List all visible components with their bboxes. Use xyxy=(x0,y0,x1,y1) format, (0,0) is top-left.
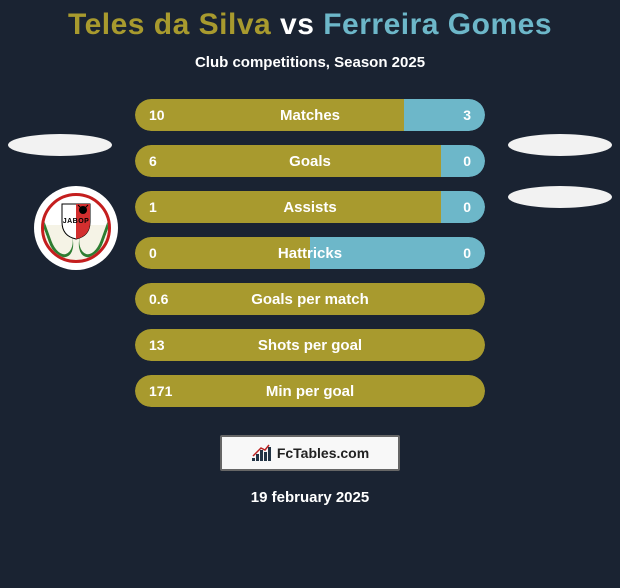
stat-row: 1 0 Assists xyxy=(135,191,485,223)
source-badge: FcTables.com xyxy=(220,435,400,471)
club-badge: JABOP xyxy=(34,186,118,270)
stat-value-right: 0 xyxy=(463,153,471,169)
stat-label: Assists xyxy=(283,199,336,216)
stat-label: Shots per goal xyxy=(258,337,362,354)
stat-bar-left xyxy=(135,99,404,131)
stat-value-left: 171 xyxy=(149,383,172,399)
stat-row: 171 Min per goal xyxy=(135,375,485,407)
decor-ellipse-top-right xyxy=(508,134,612,156)
stats-table: 103Matches60Goals10Assists00Hattricks0.6… xyxy=(135,99,485,407)
stat-value-left: 6 xyxy=(149,153,157,169)
stat-value-right: 0 xyxy=(463,199,471,215)
stat-value-left: 0.6 xyxy=(149,291,168,307)
stat-label: Goals xyxy=(289,153,331,170)
stat-value-left: 1 xyxy=(149,199,157,215)
stat-row: 6 0 Goals xyxy=(135,145,485,177)
decor-ellipse-top-left xyxy=(8,134,112,156)
decor-ellipse-mid-right xyxy=(508,186,612,208)
player-left-name: Teles da Silva xyxy=(68,8,271,41)
stat-row: 0.6 Goals per match xyxy=(135,283,485,315)
stat-value-right: 0 xyxy=(463,245,471,261)
stat-value-right: 3 xyxy=(463,107,471,123)
stat-label: Goals per match xyxy=(251,291,369,308)
stat-row: 10 3 Matches xyxy=(135,99,485,131)
stat-bar-left xyxy=(135,145,441,177)
title-vs: vs xyxy=(271,8,323,41)
stat-label: Min per goal xyxy=(266,383,354,400)
source-badge-text: FcTables.com xyxy=(277,445,369,461)
date-label: 19 february 2025 xyxy=(0,489,620,506)
stat-row: 13 Shots per goal xyxy=(135,329,485,361)
club-badge-text: JABOP xyxy=(63,218,90,225)
stat-bar-right xyxy=(404,99,485,131)
fctables-logo-icon xyxy=(251,444,273,462)
player-right-name: Ferreira Gomes xyxy=(323,8,552,41)
stat-label: Hattricks xyxy=(278,245,342,262)
subtitle: Club competitions, Season 2025 xyxy=(0,54,620,71)
stat-label: Matches xyxy=(280,107,340,124)
club-badge-inner: JABOP xyxy=(41,193,111,263)
stat-row: 0 0 Hattricks xyxy=(135,237,485,269)
comparison-title: Teles da Silva vs Ferreira Gomes xyxy=(0,8,620,42)
stat-value-left: 13 xyxy=(149,337,165,353)
stat-value-left: 10 xyxy=(149,107,165,123)
stat-value-left: 0 xyxy=(149,245,157,261)
